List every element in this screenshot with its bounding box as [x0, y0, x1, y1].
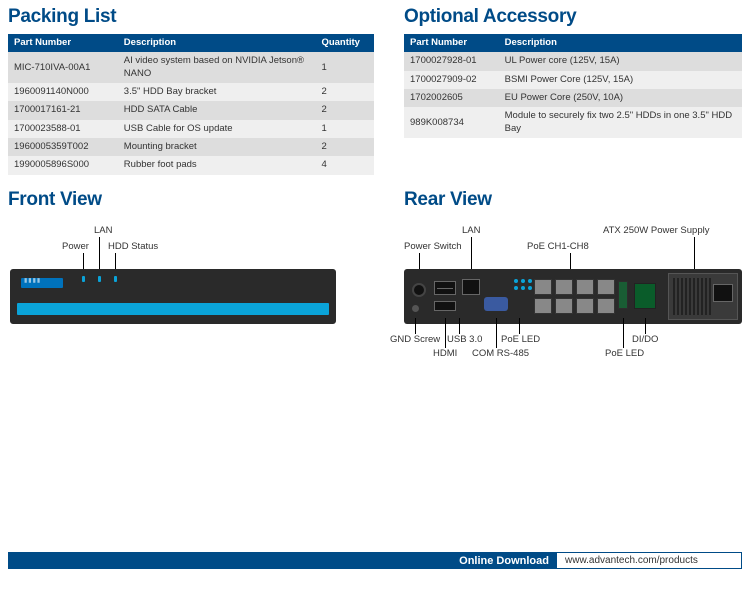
col-header: Part Number	[8, 34, 118, 52]
label-poe-led2: PoE LED	[605, 348, 644, 359]
table-cell: 4	[315, 156, 374, 174]
label-atx: ATX 250W Power Supply	[603, 225, 709, 236]
advantech-logo-icon	[21, 278, 63, 288]
label-dido: DI/DO	[632, 334, 658, 345]
label-hdmi: HDMI	[433, 348, 457, 359]
front-view-section: Front View Power LAN HDD Status	[8, 189, 374, 372]
accessory-title: Optional Accessory	[404, 6, 742, 28]
front-labels: Power LAN HDD Status	[8, 225, 374, 269]
table-cell: 2	[315, 101, 374, 119]
table-cell: 1700027909-02	[404, 71, 499, 89]
table-cell: Rubber foot pads	[118, 156, 316, 174]
table-cell: 2	[315, 83, 374, 101]
label-poe-led: PoE LED	[501, 334, 540, 345]
table-cell: HDD SATA Cable	[118, 101, 316, 119]
table-cell: 1702002605	[404, 89, 499, 107]
table-cell: 1700023588-01	[8, 120, 118, 138]
com-port-icon	[484, 297, 508, 311]
table-row: 1700027928-01UL Power core (125V, 15A)	[404, 52, 742, 70]
hdmi-port-icon	[434, 301, 456, 311]
table-row: 1960005359T002Mounting bracket2	[8, 138, 374, 156]
rear-labels-top: Power Switch LAN PoE CH1-CH8 ATX 250W Po…	[404, 225, 742, 269]
lan-port-icon	[462, 279, 480, 295]
poe-ports-icon	[534, 279, 615, 314]
accessory-table: Part Number Description 1700027928-01UL …	[404, 34, 742, 138]
label-usb: USB 3.0	[447, 334, 482, 345]
label-rear-lan: LAN	[462, 225, 480, 236]
table-cell: 989K008734	[404, 107, 499, 138]
table-cell: 1700017161-21	[8, 101, 118, 119]
table-cell: 1960005359T002	[8, 138, 118, 156]
table-row: 989K008734Module to securely fix two 2.5…	[404, 107, 742, 138]
power-button-icon	[412, 283, 426, 297]
rear-labels-bottom: GND Screw HDMI USB 3.0 COM RS-485 PoE LE…	[404, 324, 742, 372]
table-cell: USB Cable for OS update	[118, 120, 316, 138]
front-device-icon	[10, 269, 336, 324]
table-cell: 1700027928-01	[404, 52, 499, 70]
label-hdd: HDD Status	[108, 241, 158, 252]
table-cell: 3.5" HDD Bay bracket	[118, 83, 316, 101]
table-cell: 1	[315, 120, 374, 138]
packing-list-title: Packing List	[8, 6, 374, 28]
packing-list-table: Part Number Description Quantity MIC-710…	[8, 34, 374, 175]
col-header: Quantity	[315, 34, 374, 52]
table-cell: Module to securely fix two 2.5" HDDs in …	[499, 107, 742, 138]
label-lan: LAN	[94, 225, 112, 236]
table-row: 1700023588-01USB Cable for OS update1	[8, 120, 374, 138]
table-cell: 1960091140N000	[8, 83, 118, 101]
col-header: Description	[499, 34, 742, 52]
psu-icon	[668, 273, 738, 320]
rear-view-section: Rear View Power Switch LAN PoE CH1-CH8 A…	[404, 189, 742, 372]
table-cell: UL Power core (125V, 15A)	[499, 52, 742, 70]
table-cell: MIC-710IVA-00A1	[8, 52, 118, 83]
table-cell: 1990005896S000	[8, 156, 118, 174]
rear-view-title: Rear View	[404, 189, 742, 211]
table-row: 1702002605EU Power Core (250V, 10A)	[404, 89, 742, 107]
front-stripe-icon	[17, 303, 329, 315]
label-poe-ch: PoE CH1-CH8	[527, 241, 589, 252]
power-led-icon	[82, 276, 85, 282]
table-cell: 1	[315, 52, 374, 83]
table-cell: BSMI Power Core (125V, 15A)	[499, 71, 742, 89]
table-cell: 2	[315, 138, 374, 156]
label-power: Power	[62, 241, 89, 252]
footer-bar: Online Download www.advantech.com/produc…	[8, 552, 742, 569]
col-header: Part Number	[404, 34, 499, 52]
usb-port-icon	[434, 281, 456, 295]
packing-list-section: Packing List Part Number Description Qua…	[8, 6, 374, 175]
table-row: 1700027909-02BSMI Power Core (125V, 15A)	[404, 71, 742, 89]
lan-led-icon	[98, 276, 101, 282]
download-label: Online Download	[459, 555, 557, 567]
label-com: COM RS-485	[472, 348, 529, 359]
table-row: MIC-710IVA-00A1AI video system based on …	[8, 52, 374, 83]
hdd-led-icon	[114, 276, 117, 282]
table-row: 1990005896S000Rubber foot pads4	[8, 156, 374, 174]
table-cell: AI video system based on NVIDIA Jetson® …	[118, 52, 316, 83]
front-view-title: Front View	[8, 189, 374, 211]
label-power-switch: Power Switch	[404, 241, 462, 252]
download-url: www.advantech.com/products	[557, 553, 741, 568]
poe-led2-icon	[618, 281, 628, 309]
label-gnd: GND Screw	[390, 334, 440, 345]
table-cell: EU Power Core (250V, 10A)	[499, 89, 742, 107]
rear-device-icon	[404, 269, 742, 324]
table-row: 1960091140N0003.5" HDD Bay bracket2	[8, 83, 374, 101]
accessory-section: Optional Accessory Part Number Descripti…	[404, 6, 742, 175]
dido-port-icon	[634, 283, 656, 309]
col-header: Description	[118, 34, 316, 52]
gnd-screw-icon	[412, 305, 419, 312]
table-row: 1700017161-21HDD SATA Cable2	[8, 101, 374, 119]
table-cell: Mounting bracket	[118, 138, 316, 156]
